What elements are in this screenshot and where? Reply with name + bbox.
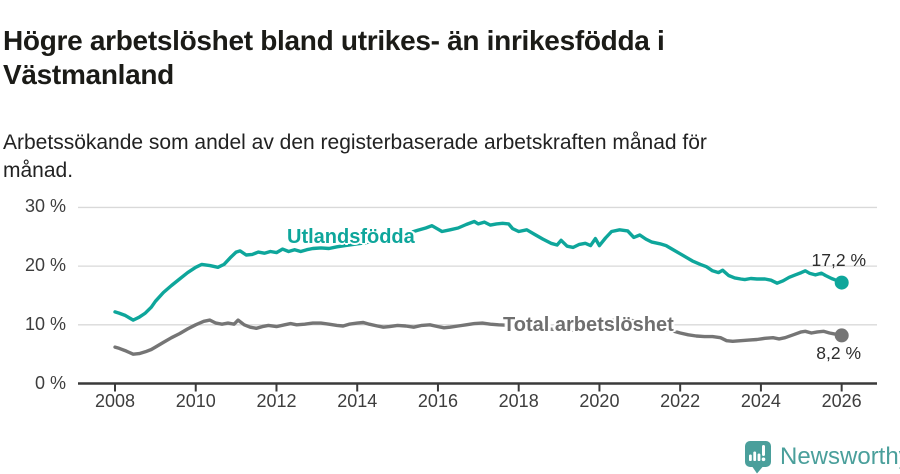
series-line-utlandsfodda: [113, 219, 844, 322]
newsworthy-bubble-chart-icon: [745, 441, 771, 474]
series-label-total-arbetsloshet: Total arbetslöshet: [503, 314, 674, 336]
end-dot-total: [834, 328, 849, 343]
chart-subtitle: Arbetssökande som andel av den registerb…: [3, 131, 707, 182]
end-value-label-utlandsfodda: 17,2 %: [811, 250, 866, 270]
end-value-label-total: 8,2 %: [816, 343, 861, 363]
newsworthy-logo[interactable]: Newsworthy: [744, 440, 900, 474]
series-line-total: [113, 316, 844, 356]
end-dot-utlandsfodda: [834, 275, 849, 290]
chart-title: Högre arbetslöshet bland utrikes- än inr…: [3, 24, 665, 90]
series-label-utlandsfodda: Utlandsfödda: [287, 226, 415, 248]
newsworthy-wordmark: Newsworthy: [780, 443, 900, 470]
